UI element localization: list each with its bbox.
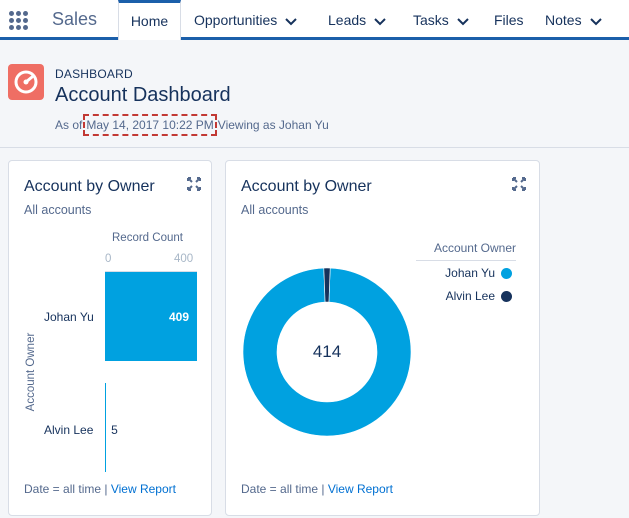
data-label: 409 bbox=[169, 310, 190, 324]
bar-alvin-lee[interactable] bbox=[105, 383, 107, 472]
card-title: Account by Owner bbox=[24, 178, 155, 195]
tab-label: Files bbox=[494, 12, 524, 28]
card-subtitle: All accounts bbox=[24, 203, 92, 217]
dashboard-header: DASHBOARD Account Dashboard As of May 14,… bbox=[0, 40, 629, 148]
tab-files[interactable]: Files bbox=[494, 0, 524, 40]
legend-label: Johan Yu bbox=[445, 266, 495, 280]
chevron-down-icon[interactable] bbox=[588, 13, 604, 29]
chevron-down-icon[interactable] bbox=[455, 13, 471, 29]
donut-chart[interactable] bbox=[243, 268, 411, 436]
legend-item[interactable]: Johan Yu bbox=[416, 266, 512, 280]
chevron-down-icon[interactable] bbox=[283, 13, 299, 29]
expand-icon[interactable] bbox=[187, 177, 201, 191]
viewing-as-text: Viewing as Johan Yu bbox=[217, 118, 329, 132]
x-tick-label: 0 bbox=[105, 253, 112, 265]
app-launcher-icon[interactable] bbox=[9, 11, 29, 31]
legend-label: Alvin Lee bbox=[445, 289, 495, 303]
tab-label: Notes bbox=[545, 12, 582, 28]
expand-icon[interactable] bbox=[512, 177, 526, 191]
card-title: Account by Owner bbox=[241, 178, 372, 195]
legend-item[interactable]: Alvin Lee bbox=[416, 289, 512, 303]
tab-home[interactable]: Home bbox=[118, 0, 181, 40]
card-footer: Date = all time | View Report bbox=[241, 482, 393, 496]
account-by-owner-donut-card: Account by Owner All accounts 414 Accoun… bbox=[225, 160, 540, 516]
bar-johan-yu[interactable] bbox=[105, 272, 197, 361]
refresh-date: May 14, 2017 10:22 PM bbox=[83, 114, 217, 136]
tab-leads[interactable]: Leads bbox=[328, 0, 388, 40]
filter-text: Date = all time | bbox=[241, 482, 325, 496]
dashboard-icon bbox=[8, 64, 44, 100]
tab-label: Tasks bbox=[413, 12, 449, 28]
card-subtitle: All accounts bbox=[241, 203, 309, 217]
legend-swatch bbox=[501, 268, 512, 279]
account-by-owner-bar-card: Account by Owner All accounts Record Cou… bbox=[8, 160, 212, 516]
dashboard-meta: As of May 14, 2017 10:22 PM Viewing as Joh… bbox=[55, 114, 329, 136]
page-eyebrow: DASHBOARD bbox=[55, 67, 133, 81]
view-report-link[interactable]: View Report bbox=[327, 482, 393, 496]
chevron-down-icon[interactable] bbox=[372, 13, 388, 29]
axis-line bbox=[105, 271, 197, 272]
tab-label: Leads bbox=[328, 12, 367, 28]
top-navigation: Sales Home Opportunities Leads Tasks Fil… bbox=[0, 0, 629, 40]
donut-slice-johan-yu[interactable] bbox=[243, 268, 411, 436]
donut-total: 414 bbox=[312, 342, 342, 361]
view-report-link[interactable]: View Report bbox=[110, 482, 176, 496]
x-axis-title: Record Count bbox=[112, 232, 183, 244]
data-label: 5 bbox=[111, 423, 118, 437]
x-tick-label: 400 bbox=[174, 253, 194, 265]
tab-notes[interactable]: Notes bbox=[545, 0, 604, 40]
legend-title: Account Owner bbox=[416, 241, 516, 261]
tab-opportunities[interactable]: Opportunities bbox=[194, 0, 299, 40]
as-of-label: As of bbox=[55, 118, 83, 132]
filter-text: Date = all time | bbox=[24, 482, 108, 496]
category-label: Johan Yu bbox=[44, 310, 94, 324]
y-axis-title: Account Owner bbox=[25, 332, 37, 412]
tab-label: Opportunities bbox=[194, 12, 278, 28]
app-name: Sales bbox=[52, 9, 98, 29]
legend-swatch bbox=[501, 291, 512, 302]
category-label: Alvin Lee bbox=[44, 423, 94, 437]
tab-label: Home bbox=[130, 13, 169, 29]
tab-tasks[interactable]: Tasks bbox=[413, 0, 471, 40]
card-footer: Date = all time | View Report bbox=[24, 482, 176, 496]
page-title: Account Dashboard bbox=[55, 84, 231, 106]
donut-slice-alvin-lee[interactable] bbox=[323, 268, 331, 303]
